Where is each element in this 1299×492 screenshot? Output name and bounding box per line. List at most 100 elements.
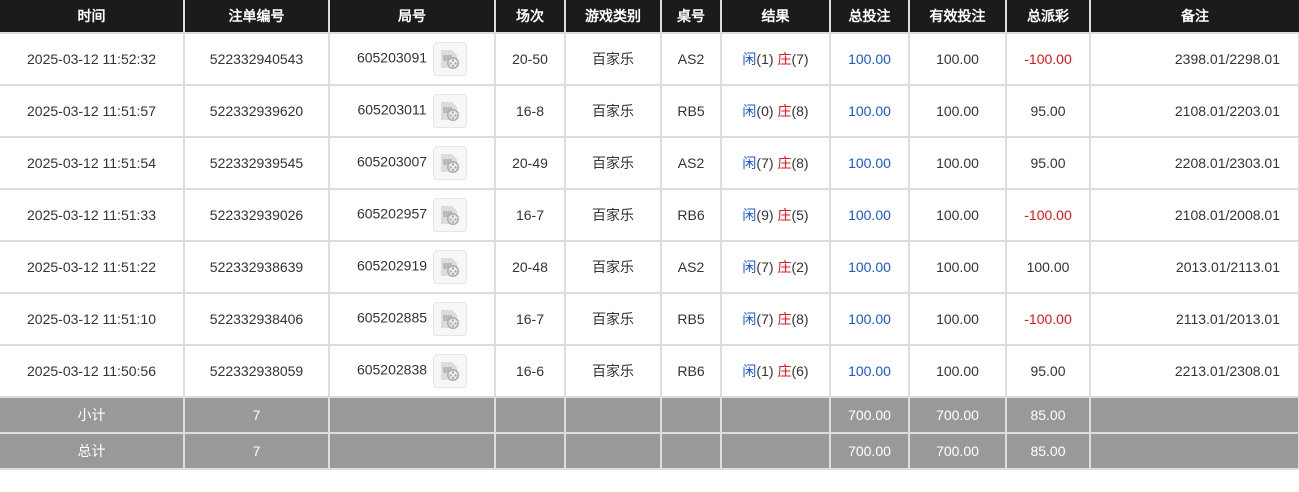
header-table: 桌号 <box>660 0 721 33</box>
valid-bet-cell: 100.00 <box>908 292 1007 346</box>
banker-label: 庄 <box>777 311 792 327</box>
round-id: 605202957 <box>356 205 428 222</box>
order-id-cell: 522332938406 <box>183 292 330 346</box>
banker-score: (8) <box>791 155 809 171</box>
game-type-cell: 百家乐 <box>564 292 662 346</box>
round-id-cell: 605202885 <box>328 292 496 346</box>
round-id-cell: 605202957 <box>328 188 496 242</box>
order-id-cell: 522332939026 <box>183 188 330 242</box>
video-replay-icon[interactable] <box>433 198 468 232</box>
table-header: 时间 注单编号 局号 场次 游戏类别 桌号 结果 总投注 有效投注 总派彩 备注 <box>0 0 1299 33</box>
game-type-cell: 百家乐 <box>564 188 662 242</box>
total-bet-cell: 100.00 <box>829 32 910 86</box>
order-id-cell: 522332939620 <box>183 84 330 138</box>
player-label: 闲 <box>742 103 757 119</box>
table-row: 2025-03-12 11:50:56 522332938059 605202838… <box>0 344 1299 398</box>
remark-cell: 2213.01/2308.01 <box>1089 344 1299 398</box>
payout-cell: -100.00 <box>1005 188 1091 242</box>
banker-score: (5) <box>791 207 809 223</box>
player-score: (1) <box>756 51 774 67</box>
round-id: 605203007 <box>356 153 428 170</box>
player-label: 闲 <box>742 155 757 171</box>
total-payout: 85.00 <box>1005 432 1091 470</box>
banker-score: (7) <box>791 51 809 67</box>
payout-cell: 95.00 <box>1005 136 1091 190</box>
subtotal-valid: 700.00 <box>908 396 1007 434</box>
banker-label: 庄 <box>777 51 792 67</box>
video-replay-icon[interactable] <box>433 250 468 284</box>
player-score: (1) <box>756 363 774 379</box>
remark-cell: 2108.01/2203.01 <box>1089 84 1299 138</box>
header-remark: 备注 <box>1089 0 1299 33</box>
remark-cell: 2208.01/2303.01 <box>1089 136 1299 190</box>
result-cell: 闲(7) 庄(8) <box>720 292 831 346</box>
result-cell: 闲(0) 庄(8) <box>720 84 831 138</box>
round-id: 605202838 <box>356 361 428 378</box>
player-score: (7) <box>756 311 774 327</box>
player-score: (7) <box>756 259 774 275</box>
total-label: 总计 <box>0 432 185 470</box>
shoe-cell: 20-48 <box>494 240 566 294</box>
shoe-cell: 16-7 <box>494 188 566 242</box>
total-count: 7 <box>183 432 330 470</box>
banker-label: 庄 <box>777 363 792 379</box>
total-bet-cell: 100.00 <box>829 136 910 190</box>
header-payout: 总派彩 <box>1005 0 1090 33</box>
table-row: 2025-03-12 11:52:32 522332940543 605203091… <box>0 32 1299 86</box>
valid-bet-cell: 100.00 <box>908 84 1007 138</box>
time-cell: 2025-03-12 11:51:33 <box>0 188 185 242</box>
valid-bet-cell: 100.00 <box>908 188 1007 242</box>
banker-score: (8) <box>791 311 809 327</box>
bet-records-table: 时间 注单编号 局号 场次 游戏类别 桌号 结果 总投注 有效投注 总派彩 备注… <box>0 0 1299 470</box>
shoe-cell: 16-7 <box>494 292 566 346</box>
remark-cell: 2113.01/2013.01 <box>1089 292 1299 346</box>
banker-label: 庄 <box>777 259 792 275</box>
header-result: 结果 <box>720 0 830 33</box>
time-cell: 2025-03-12 11:51:22 <box>0 240 185 294</box>
video-replay-icon[interactable] <box>433 42 468 76</box>
valid-bet-cell: 100.00 <box>908 344 1007 398</box>
time-cell: 2025-03-12 11:51:54 <box>0 136 185 190</box>
player-label: 闲 <box>742 51 757 67</box>
player-label: 闲 <box>742 311 757 327</box>
subtotal-count: 7 <box>183 396 330 434</box>
player-label: 闲 <box>742 207 757 223</box>
shoe-cell: 16-6 <box>494 344 566 398</box>
result-cell: 闲(1) 庄(6) <box>720 344 831 398</box>
header-order-id: 注单编号 <box>183 0 329 33</box>
video-replay-icon[interactable] <box>433 302 468 336</box>
game-type-cell: 百家乐 <box>564 136 662 190</box>
table-row: 2025-03-12 11:51:57 522332939620 605203011… <box>0 84 1299 138</box>
game-type-cell: 百家乐 <box>564 32 662 86</box>
time-cell: 2025-03-12 11:50:56 <box>0 344 185 398</box>
payout-cell: 95.00 <box>1005 344 1091 398</box>
banker-label: 庄 <box>777 155 792 171</box>
subtotal-payout: 85.00 <box>1005 396 1091 434</box>
result-cell: 闲(1) 庄(7) <box>720 32 831 86</box>
video-replay-icon[interactable] <box>433 354 468 388</box>
banker-label: 庄 <box>777 207 792 223</box>
game-type-cell: 百家乐 <box>564 344 662 398</box>
player-score: (7) <box>756 155 774 171</box>
banker-score: (6) <box>791 363 809 379</box>
header-shoe: 场次 <box>494 0 565 33</box>
video-replay-icon[interactable] <box>433 146 468 180</box>
banker-score: (2) <box>791 259 809 275</box>
round-id-cell: 605202919 <box>328 240 496 294</box>
total-valid: 700.00 <box>908 432 1007 470</box>
valid-bet-cell: 100.00 <box>908 240 1007 294</box>
header-total-bet: 总投注 <box>829 0 909 33</box>
table-row: 2025-03-12 11:51:54 522332939545 605203007… <box>0 136 1299 190</box>
table-cell: AS2 <box>660 32 722 86</box>
total-bet: 700.00 <box>829 432 910 470</box>
payout-cell: 100.00 <box>1005 240 1091 294</box>
result-cell: 闲(7) 庄(8) <box>720 136 831 190</box>
table-cell: RB5 <box>660 84 722 138</box>
valid-bet-cell: 100.00 <box>908 136 1007 190</box>
header-round-id: 局号 <box>328 0 495 33</box>
video-replay-icon[interactable] <box>432 94 467 128</box>
remark-cell: 2013.01/2113.01 <box>1089 240 1299 294</box>
banker-score: (8) <box>791 103 809 119</box>
order-id-cell: 522332938059 <box>183 344 330 398</box>
order-id-cell: 522332939545 <box>183 136 330 190</box>
